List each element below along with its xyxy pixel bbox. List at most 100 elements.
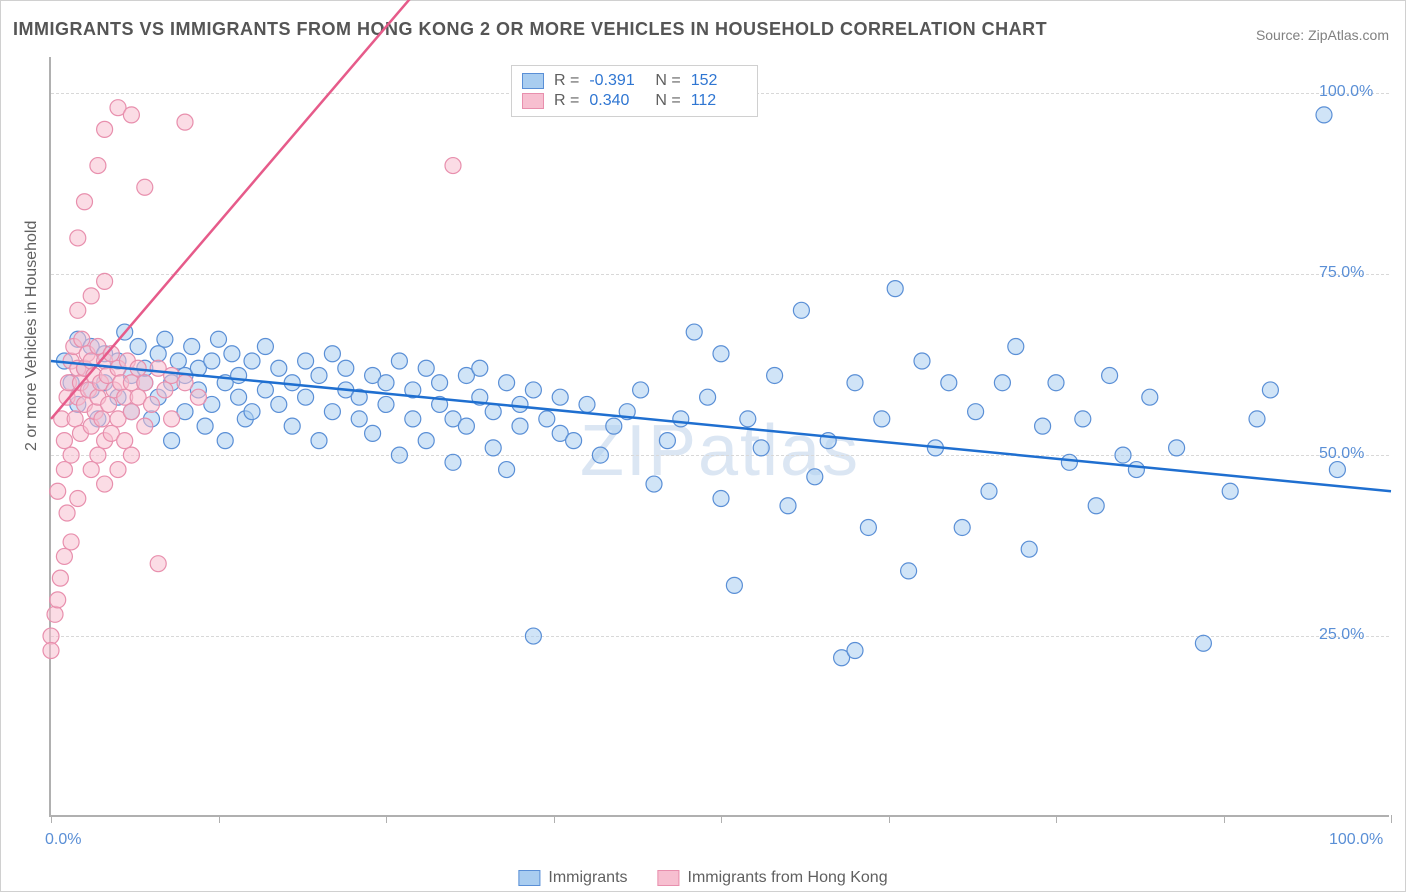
x-tick-mark — [1056, 815, 1057, 823]
data-point — [673, 411, 689, 427]
data-point — [659, 433, 675, 449]
plot-area: ZIPatlas R = -0.391 N = 152 R = 0.340 N … — [49, 57, 1389, 817]
data-point — [56, 462, 72, 478]
data-point — [887, 281, 903, 297]
data-point — [726, 577, 742, 593]
data-point — [713, 491, 729, 507]
data-point — [67, 411, 83, 427]
source-prefix: Source: — [1256, 27, 1308, 43]
data-point — [686, 324, 702, 340]
data-point — [1262, 382, 1278, 398]
data-point — [847, 643, 863, 659]
x-axis-max-label: 100.0% — [1329, 831, 1383, 849]
data-point — [311, 433, 327, 449]
x-axis-min-label: 0.0% — [45, 831, 81, 849]
data-point — [525, 382, 541, 398]
data-point — [1195, 635, 1211, 651]
data-point — [130, 339, 146, 355]
data-point — [231, 367, 247, 383]
n-label: N = — [655, 72, 680, 90]
data-point — [97, 476, 113, 492]
x-tick-mark — [721, 815, 722, 823]
r-value-immigrants: -0.391 — [589, 72, 645, 90]
data-point — [780, 498, 796, 514]
data-point — [59, 505, 75, 521]
data-point — [458, 418, 474, 434]
x-tick-mark — [554, 815, 555, 823]
stats-legend: R = -0.391 N = 152 R = 0.340 N = 112 — [511, 65, 758, 117]
data-point — [1142, 389, 1158, 405]
data-point — [231, 389, 247, 405]
data-point — [123, 404, 139, 420]
data-point — [271, 396, 287, 412]
data-point — [97, 273, 113, 289]
data-point — [77, 194, 93, 210]
data-point — [74, 331, 90, 347]
data-point — [47, 606, 63, 622]
data-point — [271, 360, 287, 376]
data-point — [56, 433, 72, 449]
scatter-plot-svg — [51, 57, 1389, 815]
data-point — [767, 367, 783, 383]
swatch-hongkong — [522, 93, 544, 109]
data-point — [1316, 107, 1332, 123]
data-point — [177, 114, 193, 130]
data-point — [52, 570, 68, 586]
data-point — [137, 418, 153, 434]
data-point — [298, 389, 314, 405]
data-point — [1115, 447, 1131, 463]
data-point — [137, 375, 153, 391]
data-point — [101, 396, 117, 412]
data-point — [753, 440, 769, 456]
stats-row-hongkong: R = 0.340 N = 112 — [522, 92, 747, 110]
data-point — [1048, 375, 1064, 391]
data-point — [1222, 483, 1238, 499]
regression-line — [51, 361, 1391, 491]
x-tick-mark — [386, 815, 387, 823]
data-point — [646, 476, 662, 492]
r-label-2: R = — [554, 92, 579, 110]
y-tick-label: 50.0% — [1319, 445, 1364, 463]
data-point — [43, 628, 59, 644]
legend-label-hongkong: Immigrants from Hong Kong — [688, 869, 888, 887]
data-point — [123, 107, 139, 123]
data-point — [123, 447, 139, 463]
n-label-2: N = — [655, 92, 680, 110]
data-point — [485, 404, 501, 420]
data-point — [793, 302, 809, 318]
data-point — [539, 411, 555, 427]
legend-label-immigrants: Immigrants — [548, 869, 627, 887]
data-point — [244, 353, 260, 369]
legend-swatch-hongkong — [658, 870, 680, 886]
data-point — [633, 382, 649, 398]
data-point — [1128, 462, 1144, 478]
data-point — [63, 447, 79, 463]
stats-row-immigrants: R = -0.391 N = 152 — [522, 72, 747, 90]
data-point — [110, 462, 126, 478]
data-point — [150, 556, 166, 572]
data-point — [378, 396, 394, 412]
data-point — [70, 491, 86, 507]
source-link[interactable]: ZipAtlas.com — [1308, 27, 1389, 43]
data-point — [211, 331, 227, 347]
data-point — [177, 375, 193, 391]
data-point — [1008, 339, 1024, 355]
data-point — [63, 534, 79, 550]
n-value-immigrants: 152 — [691, 72, 747, 90]
swatch-immigrants — [522, 73, 544, 89]
data-point — [257, 382, 273, 398]
r-label: R = — [554, 72, 579, 90]
data-point — [874, 411, 890, 427]
data-point — [217, 433, 233, 449]
data-point — [391, 353, 407, 369]
data-point — [807, 469, 823, 485]
data-point — [901, 563, 917, 579]
data-point — [418, 360, 434, 376]
data-point — [257, 339, 273, 355]
legend-swatch-immigrants — [518, 870, 540, 886]
y-tick-label: 25.0% — [1319, 626, 1364, 644]
data-point — [445, 454, 461, 470]
data-point — [579, 396, 595, 412]
y-axis-label: 2 or more Vehicles in Household — [23, 221, 41, 451]
data-point — [994, 375, 1010, 391]
